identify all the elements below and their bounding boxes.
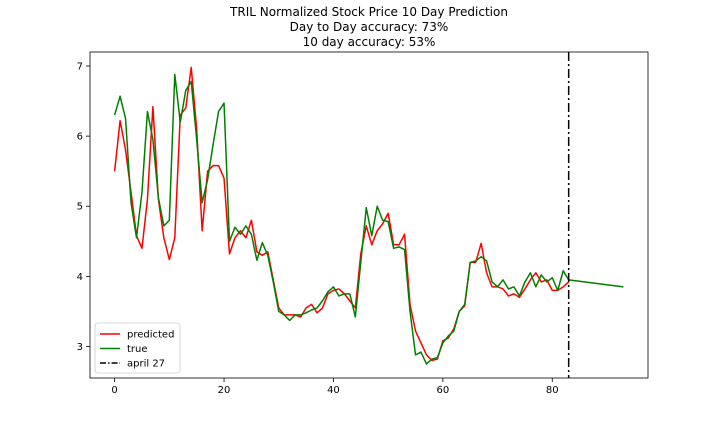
x-tick-label: 40 <box>327 385 340 396</box>
plot-area <box>89 51 649 379</box>
y-tick-label: 7 <box>77 62 83 73</box>
y-tick-label: 5 <box>77 202 83 213</box>
series-line-true <box>113 73 624 365</box>
legend-box <box>94 322 181 374</box>
legend-label-predicted: predicted <box>127 330 174 341</box>
y-tick-label: 4 <box>77 272 83 283</box>
legend-label-april-27: april 27 <box>127 359 165 370</box>
title-line-3: 10 day accuracy: 53% <box>303 35 436 49</box>
axes-frame <box>89 51 649 379</box>
legend-label-true: true <box>127 344 148 355</box>
series-line-predicted <box>113 66 570 362</box>
title-line-2: Day to Day accuracy: 73% <box>290 20 449 34</box>
x-tick-label: 80 <box>546 385 559 396</box>
x-tick-label: 0 <box>111 385 117 396</box>
x-tick-label: 60 <box>436 385 449 396</box>
y-tick-label: 3 <box>77 342 83 353</box>
y-tick-label: 6 <box>77 132 83 143</box>
legend: predicted true april 27 <box>94 322 181 374</box>
title-line-1: TRIL Normalized Stock Price 10 Day Predi… <box>229 5 508 19</box>
x-axis: 0 20 40 60 80 <box>111 378 559 396</box>
x-tick-label: 20 <box>218 385 231 396</box>
y-axis: 3 4 5 6 7 <box>77 62 90 353</box>
chart-title: TRIL Normalized Stock Price 10 Day Predi… <box>229 5 508 49</box>
